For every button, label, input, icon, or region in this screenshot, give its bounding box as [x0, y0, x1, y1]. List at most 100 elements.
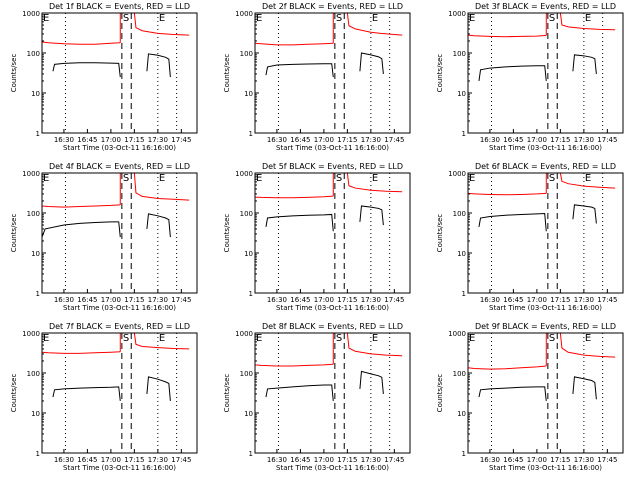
x-tick-label: 17:45 — [597, 456, 617, 464]
x-tick-label: 16:45 — [290, 296, 310, 304]
x-tick-label: 17:15 — [337, 136, 357, 144]
plot-frame — [41, 12, 198, 134]
y-axis-label: Counts/sec — [223, 54, 231, 93]
marker-label: E — [256, 13, 262, 24]
y-tick-label: 10 — [31, 90, 40, 98]
y-tick-label: 1 — [462, 450, 466, 458]
y-axis-label: Counts/sec — [436, 214, 444, 253]
marker-label: E — [256, 333, 262, 344]
x-tick-label: 16:30 — [480, 296, 500, 304]
series-events — [478, 376, 597, 402]
y-tick-label: 10 — [457, 250, 466, 258]
marker-label: E — [372, 173, 378, 184]
series-line — [572, 54, 597, 74]
x-tick-label: 17:45 — [597, 296, 617, 304]
y-axis: 1 10 100 1000 Counts/sec — [436, 170, 472, 298]
plot-frame — [467, 12, 624, 134]
marker-label: S — [336, 13, 342, 24]
x-tick-label: 16:30 — [480, 136, 500, 144]
y-tick-label: 100 — [240, 370, 253, 378]
series-line — [359, 52, 384, 74]
x-tick-label: 17:15 — [124, 296, 144, 304]
series-line — [41, 204, 121, 208]
y-axis: 1 10 100 1000 Counts/sec — [436, 10, 472, 138]
series-line — [254, 363, 334, 367]
x-axis-label: Start Time (03-Oct-11 16:16:00) — [489, 304, 602, 312]
series-line — [346, 332, 403, 357]
panel-title: Det 2f BLACK = Events, RED = LLD — [262, 2, 403, 11]
series-events — [478, 204, 597, 232]
y-tick-label: 10 — [244, 410, 253, 418]
y-axis-label: Counts/sec — [10, 374, 18, 413]
x-tick-label: 17:00 — [527, 456, 547, 464]
x-tick-label: 16:45 — [77, 456, 97, 464]
marker-label: S — [123, 333, 129, 344]
x-tick-label: 17:45 — [171, 136, 191, 144]
y-axis-label: Counts/sec — [436, 374, 444, 413]
series-line — [133, 332, 190, 350]
marker-label: S — [123, 173, 129, 184]
x-tick-label: 16:45 — [503, 136, 523, 144]
plot-frame — [41, 172, 198, 294]
x-tick-label: 17:15 — [550, 136, 570, 144]
x-tick-label: 16:30 — [267, 456, 287, 464]
series-events — [265, 52, 384, 78]
x-tick-label: 17:30 — [574, 296, 594, 304]
panel-title: Det 4f BLACK = Events, RED = LLD — [49, 162, 190, 171]
x-tick-label: 16:45 — [77, 296, 97, 304]
series-line — [41, 41, 121, 45]
y-tick-label: 1 — [249, 450, 253, 458]
x-tick-label: 16:45 — [290, 136, 310, 144]
series-line — [146, 53, 171, 78]
x-axis-label: Start Time (03-Oct-11 16:16:00) — [489, 464, 602, 472]
y-tick-label: 100 — [240, 50, 253, 58]
y-axis: 1 10 100 1000 Counts/sec — [223, 170, 259, 298]
series-lld — [254, 332, 403, 367]
y-tick-label: 1000 — [235, 10, 253, 18]
series-lld — [467, 172, 616, 196]
y-axis: 1 10 100 1000 Counts/sec — [10, 330, 46, 458]
x-tick-label: 17:00 — [101, 296, 121, 304]
x-tick-label: 16:45 — [77, 136, 97, 144]
series-line — [41, 221, 121, 238]
x-axis-label: Start Time (03-Oct-11 16:16:00) — [276, 144, 389, 152]
series-line — [265, 63, 334, 78]
x-tick-label: 17:45 — [384, 296, 404, 304]
panel-title: Det 5f BLACK = Events, RED = LLD — [262, 162, 403, 171]
marker-label: S — [336, 333, 342, 344]
series-line — [52, 386, 121, 402]
marker-label: E — [469, 173, 475, 184]
series-line — [254, 42, 334, 46]
series-lld — [41, 172, 190, 208]
y-axis-label: Counts/sec — [10, 54, 18, 93]
y-tick-label: 1000 — [448, 330, 466, 338]
x-tick-label: 16:30 — [267, 296, 287, 304]
y-tick-label: 1000 — [448, 10, 466, 18]
series-line — [52, 62, 121, 78]
y-axis-label: Counts/sec — [223, 374, 231, 413]
x-tick-label: 17:15 — [550, 456, 570, 464]
marker-label: E — [585, 173, 591, 184]
panel-title: Det 7f BLACK = Events, RED = LLD — [49, 322, 190, 331]
y-tick-label: 100 — [453, 50, 466, 58]
y-tick-label: 1000 — [448, 170, 466, 178]
marker-label: S — [549, 13, 555, 24]
y-axis-label: Counts/sec — [223, 214, 231, 253]
panel-title: Det 8f BLACK = Events, RED = LLD — [262, 322, 403, 331]
x-tick-label: 17:30 — [361, 136, 381, 144]
